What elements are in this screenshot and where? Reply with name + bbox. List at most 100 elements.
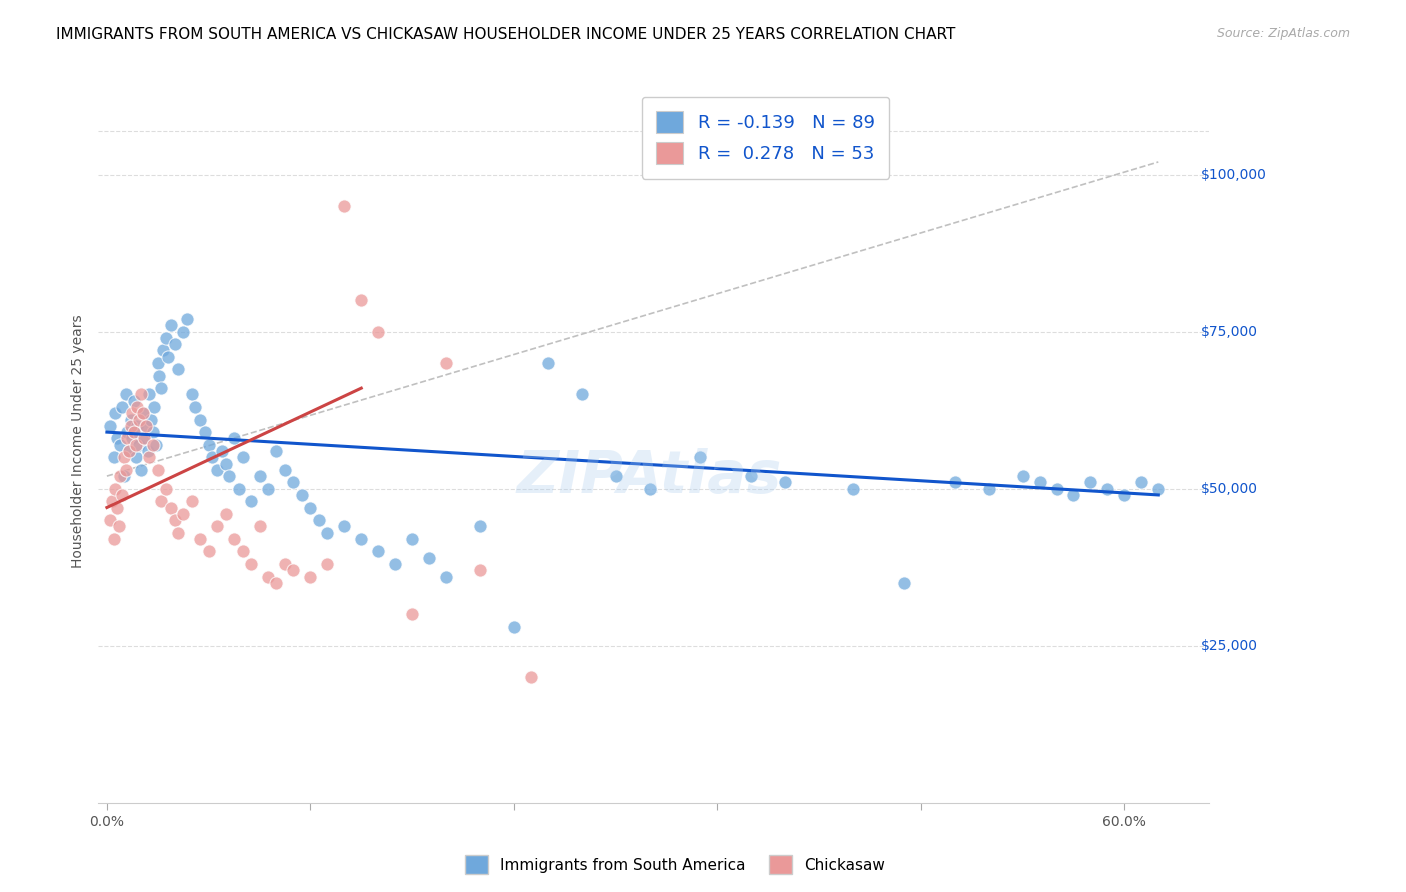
Point [468, 519, 491, 533]
Point [163, 337, 186, 351]
Point [211, 444, 233, 458]
Point [197, 438, 219, 452]
Point [138, 450, 160, 465]
Point [537, 356, 560, 370]
Point [155, 331, 177, 345]
Point [333, 199, 356, 213]
Point [350, 532, 373, 546]
Point [214, 507, 236, 521]
Point [197, 544, 219, 558]
Point [291, 488, 314, 502]
Point [1130, 475, 1153, 490]
Point [111, 488, 134, 502]
Point [232, 544, 254, 558]
Point [127, 418, 149, 433]
Point [152, 343, 174, 358]
Point [316, 525, 339, 540]
Point [502, 620, 524, 634]
Point [103, 450, 125, 465]
Point [103, 532, 125, 546]
Point [122, 393, 145, 408]
Point [274, 463, 297, 477]
Point [283, 563, 305, 577]
Point [605, 469, 627, 483]
Point [689, 450, 711, 465]
Point [105, 431, 128, 445]
Point [104, 406, 127, 420]
Point [135, 418, 157, 433]
Point [299, 500, 322, 515]
Point [266, 575, 288, 590]
Point [184, 400, 207, 414]
Point [842, 482, 865, 496]
Point [114, 387, 136, 401]
Point [308, 513, 330, 527]
Point [1045, 482, 1067, 496]
Point [150, 494, 173, 508]
Point [118, 444, 141, 458]
Text: Source: ZipAtlas.com: Source: ZipAtlas.com [1216, 27, 1350, 40]
Text: $50,000: $50,000 [1201, 482, 1258, 496]
Point [134, 431, 156, 445]
Text: $75,000: $75,000 [1201, 325, 1258, 339]
Point [266, 444, 288, 458]
Point [1028, 475, 1050, 490]
Point [156, 350, 179, 364]
Point [143, 400, 166, 414]
Point [194, 425, 217, 439]
Point [1114, 488, 1136, 502]
Point [218, 469, 240, 483]
Point [148, 368, 170, 383]
Point [232, 450, 254, 465]
Point [201, 450, 224, 465]
Point [167, 525, 190, 540]
Point [205, 463, 228, 477]
Point [125, 438, 148, 452]
Point [1097, 482, 1119, 496]
Point [214, 457, 236, 471]
Point [222, 532, 245, 546]
Point [434, 569, 457, 583]
Point [127, 400, 149, 414]
Point [520, 670, 543, 684]
Point [167, 362, 190, 376]
Point [773, 475, 796, 490]
Point [155, 482, 177, 496]
Point [118, 444, 141, 458]
Point [401, 607, 423, 622]
Point [129, 463, 152, 477]
Point [142, 425, 165, 439]
Point [180, 494, 202, 508]
Point [110, 469, 132, 483]
Point [367, 544, 389, 558]
Point [117, 431, 139, 445]
Point [638, 482, 661, 496]
Point [228, 482, 250, 496]
Point [316, 557, 339, 571]
Point [128, 438, 150, 452]
Point [1147, 482, 1170, 496]
Point [222, 431, 245, 445]
Point [105, 500, 128, 515]
Point [418, 550, 440, 565]
Point [299, 569, 322, 583]
Point [142, 438, 165, 452]
Point [98, 418, 121, 433]
Point [117, 425, 139, 439]
Point [145, 438, 167, 452]
Point [163, 513, 186, 527]
Point [350, 293, 373, 308]
Point [893, 575, 915, 590]
Point [101, 494, 124, 508]
Point [1063, 488, 1085, 502]
Point [249, 519, 271, 533]
Point [112, 469, 135, 483]
Point [188, 532, 211, 546]
Point [943, 475, 966, 490]
Point [283, 475, 305, 490]
Y-axis label: Householder Income Under 25 years: Householder Income Under 25 years [70, 315, 84, 568]
Point [134, 431, 156, 445]
Point [146, 356, 169, 370]
Point [110, 438, 132, 452]
Point [274, 557, 297, 571]
